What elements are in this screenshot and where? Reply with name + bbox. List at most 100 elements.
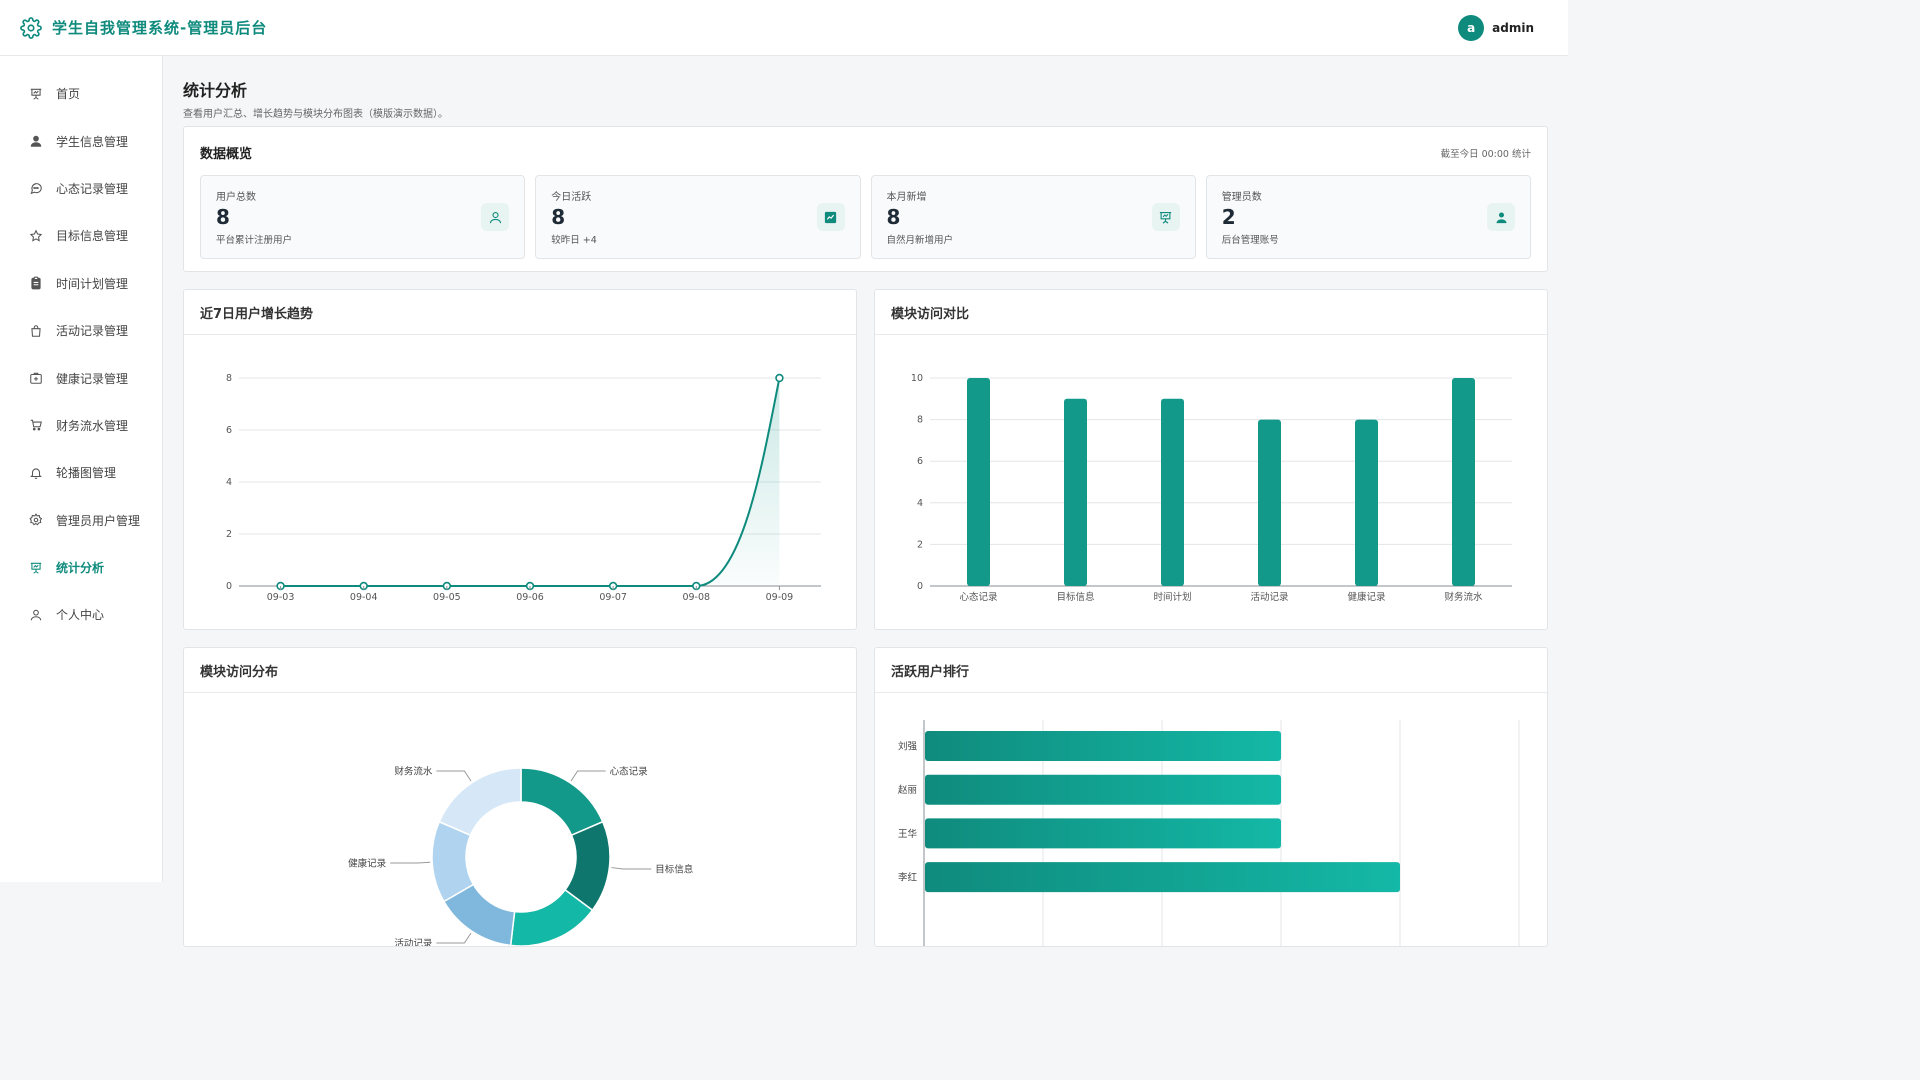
bar[interactable] [967, 378, 990, 586]
gear-icon [29, 513, 43, 526]
y-tick-label: 8 [917, 415, 923, 426]
sidebar-item-0[interactable]: 首页 [0, 70, 162, 117]
y-tick-label: 2 [917, 539, 923, 550]
sidebar-item-11[interactable]: 个人中心 [0, 591, 162, 638]
bar[interactable] [1161, 398, 1184, 586]
stat-value: 8 [551, 205, 566, 229]
bar[interactable] [1064, 398, 1087, 586]
label-leader [436, 770, 472, 782]
sidebar-item-8[interactable]: 轮播图管理 [0, 449, 162, 496]
sidebar-item-label: 管理员用户管理 [56, 513, 141, 528]
sidebar-item-9[interactable]: 管理员用户管理 [0, 497, 162, 544]
x-tick-label: 09-03 [267, 592, 295, 603]
chat-icon [30, 183, 42, 195]
gear-icon [20, 16, 42, 39]
stat-label: 用户总数 [216, 192, 256, 203]
y-tick-label: 10 [911, 373, 923, 384]
panel-title: 近7日用户增长趋势 [184, 290, 856, 335]
presentation-icon [1151, 203, 1180, 231]
panel-title: 模块访问对比 [875, 290, 1547, 335]
y-tick-label: 6 [917, 456, 923, 467]
y-tick-label: 6 [226, 425, 232, 436]
stat-label: 本月新增 [886, 192, 927, 203]
x-tick-label: 目标信息 [1056, 591, 1094, 603]
stat-card-monthly: 本月新增 8 自然月新增用户 [870, 175, 1196, 259]
slice-label: 财务流水 [394, 765, 433, 777]
page-subtitle: 查看用户汇总、增长趋势与模块分布图表（模版演示数据）。 [183, 109, 448, 120]
sidebar-item-2[interactable]: 心态记录管理 [0, 165, 162, 212]
y-tick-label: 刘强 [898, 741, 918, 753]
stat-desc: 平台累计注册用户 [216, 235, 293, 246]
module-distribution-panel: 模块访问分布 心态记录 目标信息 活动记录 健康记录 财务流水 [183, 647, 857, 947]
sidebar-item-label: 首页 [56, 87, 81, 102]
avatar[interactable]: a [1458, 14, 1485, 41]
page-title: 统计分析 [183, 81, 248, 100]
x-tick-label: 09-08 [682, 592, 710, 603]
module-bar-chart: 0 2 4 6 8 10 心态记录 目标信息 时间计划 活动记录 健康记录 财务流水 [911, 373, 1512, 603]
sidebar-item-label: 活动记录管理 [56, 324, 129, 339]
y-tick-label: 王华 [898, 828, 918, 840]
pie-slice[interactable] [520, 767, 604, 837]
y-tick-label: 2 [226, 529, 232, 540]
bell-icon [30, 468, 42, 479]
app-title: 学生自我管理系统-管理员后台 [52, 19, 268, 37]
stat-card-active: 今日活跃 8 较昨日 +4 [535, 175, 861, 259]
label-leader [611, 867, 652, 870]
bar[interactable] [925, 731, 1281, 761]
data-point[interactable] [775, 373, 784, 383]
brand[interactable]: 学生自我管理系统-管理员后台 [20, 16, 268, 39]
sidebar-item-1[interactable]: 学生信息管理 [0, 117, 162, 164]
sidebar-item-7[interactable]: 财务流水管理 [0, 402, 162, 449]
bar[interactable] [1452, 378, 1475, 586]
sidebar-item-label: 个人中心 [56, 608, 105, 623]
bar[interactable] [925, 862, 1400, 893]
y-tick-label: 4 [917, 498, 923, 509]
stat-desc: 后台管理账号 [1221, 235, 1279, 246]
presentation-icon [30, 562, 42, 574]
stat-label: 管理员数 [1221, 192, 1262, 203]
stat-card-admins: 管理员数 2 后台管理账号 [1205, 175, 1531, 259]
star-icon [29, 229, 43, 242]
x-tick-label: 09-06 [516, 592, 544, 603]
pie-slice[interactable] [438, 767, 522, 837]
sidebar-item-10[interactable]: 统计分析 [0, 544, 162, 591]
sidebar-item-3[interactable]: 目标信息管理 [0, 212, 162, 259]
cart-icon [30, 420, 42, 431]
x-tick-label: 时间计划 [1153, 591, 1191, 603]
sidebar-item-4[interactable]: 时间计划管理 [0, 260, 162, 307]
slice-label: 活动记录 [394, 938, 433, 946]
presentation-icon [30, 88, 42, 100]
stat-desc: 较昨日 +4 [551, 235, 597, 246]
panel-title: 模块访问分布 [184, 648, 856, 693]
user-name[interactable]: admin [1492, 20, 1534, 35]
trend-icon [816, 203, 845, 231]
top-bar: 学生自我管理系统-管理员后台 a admin [0, 0, 1568, 56]
area-fill [280, 378, 780, 586]
user-menu[interactable]: a admin [1458, 14, 1534, 41]
bar[interactable] [1258, 419, 1281, 586]
y-tick-label: 4 [226, 477, 232, 488]
x-tick-label: 健康记录 [1347, 591, 1386, 603]
bag-icon [31, 324, 41, 337]
overview-card: 数据概览 截至今日 00:00 统计 用户总数 8 平台累计注册用户 今日活跃 … [183, 126, 1548, 272]
slice-label: 目标信息 [655, 863, 693, 875]
sidebar-item-5[interactable]: 活动记录管理 [0, 307, 162, 354]
sidebar-item-label: 时间计划管理 [56, 276, 129, 291]
bar[interactable] [1355, 419, 1378, 586]
label-leader [436, 932, 472, 944]
growth-line-chart: 0 2 4 6 8 09-03 09-04 09-05 09-06 09-07 09-08 09-09 [226, 373, 821, 603]
overview-note: 截至今日 00:00 统计 [1440, 148, 1531, 160]
panel-title: 活跃用户排行 [875, 648, 1547, 693]
main-content: 统计分析 查看用户汇总、增长趋势与模块分布图表（模版演示数据）。 数据概览 截至… [183, 56, 1548, 947]
x-tick-label: 09-04 [350, 592, 378, 603]
y-tick-label: 赵丽 [898, 784, 917, 796]
stat-card-users: 用户总数 8 平台累计注册用户 [200, 175, 526, 259]
sidebar-item-label: 目标信息管理 [56, 229, 129, 244]
bar[interactable] [925, 818, 1281, 849]
growth-trend-panel: 近7日用户增长趋势 0 2 4 6 8 09-03 09-04 09-05 09-06 09-07… [183, 289, 857, 630]
sidebar-item-label: 财务流水管理 [56, 418, 129, 433]
overview-title: 数据概览 [200, 147, 253, 162]
bar[interactable] [925, 774, 1281, 805]
sidebar-item-6[interactable]: 健康记录管理 [0, 354, 162, 401]
